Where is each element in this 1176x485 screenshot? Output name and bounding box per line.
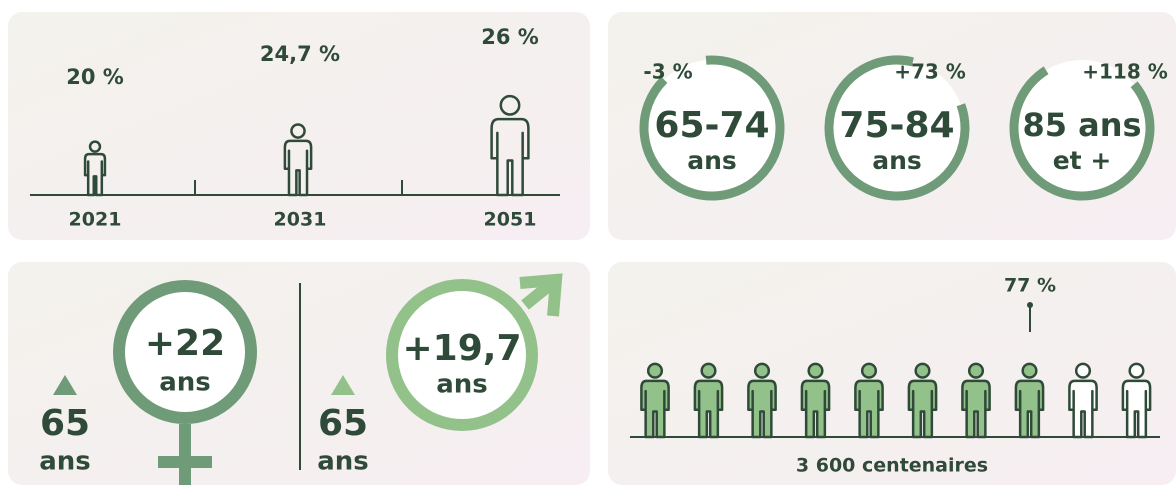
year-label: 2031 <box>274 209 327 231</box>
age: 65 <box>40 403 90 444</box>
person-icon <box>1074 362 1092 379</box>
person-icon <box>753 362 771 379</box>
person-icon <box>967 362 985 379</box>
gain: +22 <box>145 323 225 364</box>
person-icon <box>1128 362 1145 379</box>
age-group: 85 ans <box>1022 106 1141 144</box>
age-unit: ans <box>687 146 737 175</box>
person-icon <box>747 379 777 439</box>
person-icon <box>499 94 521 116</box>
person-icon <box>807 362 824 379</box>
year-label: 2021 <box>69 209 122 231</box>
person-icon <box>1068 379 1098 439</box>
share-label: 26 % <box>481 25 539 49</box>
person-icon <box>854 379 884 439</box>
person-icon <box>693 379 724 439</box>
age-unit: ans <box>39 447 91 477</box>
panel <box>608 262 1176 485</box>
pointer <box>1027 302 1033 308</box>
male-symbol <box>519 273 563 317</box>
change-label: -3 % <box>643 60 692 84</box>
person-icon <box>907 379 938 439</box>
person-icon <box>83 152 107 197</box>
share-label: 77 % <box>1004 275 1056 297</box>
panel <box>8 12 590 240</box>
gain-unit: ans <box>436 370 488 400</box>
age-unit: ans <box>872 146 922 175</box>
gain: +19,7 <box>403 328 522 369</box>
person-icon <box>1021 362 1038 379</box>
age-group: 65-74 <box>654 105 769 146</box>
person-icon <box>961 379 991 439</box>
triangle <box>53 375 77 395</box>
person-icon <box>640 379 670 439</box>
age-unit: ans <box>317 447 369 477</box>
share-label: 24,7 % <box>260 42 340 66</box>
person-icon <box>1121 379 1152 439</box>
person-icon <box>88 140 102 153</box>
person-icon <box>860 362 878 379</box>
age-unit: et + <box>1053 146 1112 175</box>
change-label: +118 % <box>1082 60 1168 84</box>
ring <box>639 55 785 201</box>
age-group: 75-84 <box>839 105 954 146</box>
ring <box>1009 55 1155 201</box>
share-label: 20 % <box>66 65 124 89</box>
year-label: 2051 <box>484 209 537 231</box>
gain-unit: ans <box>159 368 211 398</box>
person-icon <box>646 362 664 379</box>
ring <box>824 55 970 201</box>
age: 65 <box>318 403 368 444</box>
person-icon <box>1014 379 1045 439</box>
female-symbol <box>113 280 257 424</box>
person-icon <box>290 123 306 139</box>
male-symbol <box>386 279 538 431</box>
person-icon <box>283 139 313 197</box>
person-icon <box>914 362 931 379</box>
person-icon <box>800 379 831 439</box>
change-label: +73 % <box>894 60 966 84</box>
caption: 3 600 centenaires <box>796 455 988 477</box>
person-icon <box>700 362 717 379</box>
triangle <box>331 375 355 395</box>
person-icon <box>490 117 530 197</box>
